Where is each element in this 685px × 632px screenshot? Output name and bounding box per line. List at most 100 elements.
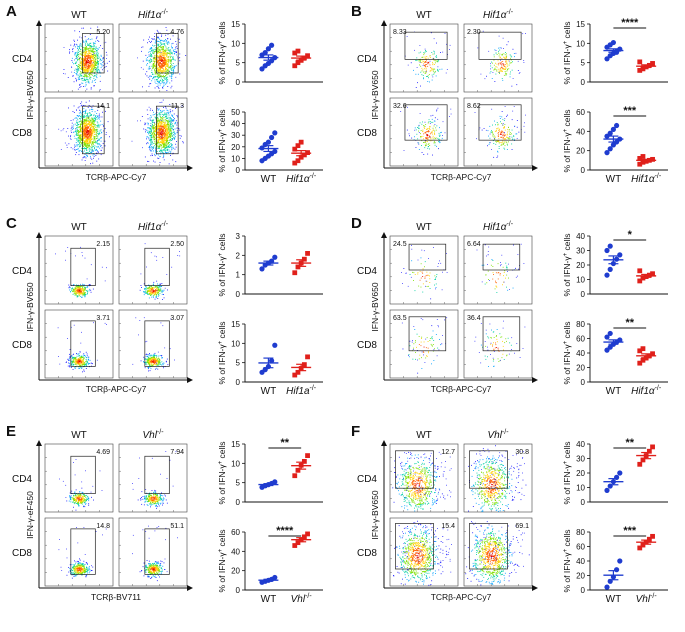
facs-F-cd8-ko-gate-percent: 69.1	[515, 523, 529, 530]
dotplot-E-cd4-significance: **	[280, 437, 289, 449]
dotplot-E-cd4-axes	[244, 444, 323, 503]
dotplot-A-cd8-ytick-label: 40	[231, 120, 240, 129]
dotplot-D-cd8-ytick-label: 60	[576, 335, 585, 344]
dotplot-A-cd8-wt-point	[272, 130, 278, 136]
dotplot-B-cd8-ko-point	[640, 159, 646, 165]
dotplot-D-cd8-ytick-label: 80	[576, 320, 585, 329]
y-axis-label: IFN-γ-eF450	[25, 491, 35, 539]
facs-A-cd8-ko-gate-percent: 11.3	[171, 103, 184, 110]
facs-B-cd4-ko-gate	[478, 31, 522, 60]
col-label-ko: Hif1α-/-	[138, 9, 169, 21]
dotplot-B-cd4: 0 5 10 15 **** % of IFN-γ+ cells	[562, 17, 668, 87]
facs-B-cd4-ko-frame	[463, 23, 533, 93]
dotplot-F-cd4-ko-point	[640, 457, 646, 463]
dotplot-A-cd4-ytick-label: 5	[236, 59, 241, 68]
dotplot-B-cd4-ko-point	[640, 66, 646, 72]
dotplot-D-cd8-ytick-label: 40	[576, 349, 585, 358]
facs-F-cd4-wt-events	[392, 451, 452, 512]
dotplot-D-cd8-wt-point	[617, 337, 623, 343]
facs-A-cd8-ko-events	[131, 99, 184, 165]
dotplot-C-cd8-wt-point	[272, 342, 278, 348]
dotplot-B-cd8-xlabel-wt: WT	[606, 174, 622, 185]
dotplot-E-cd8-ytick-label: 0	[236, 586, 241, 595]
panel-B: B WT Hif1α-/- CD4 8.33 2.30 CD8 32.6 8.62 IFN-γ-B…	[351, 3, 668, 185]
dotplot-D-cd4-ytick-label: 40	[576, 232, 585, 241]
col-label-wt: WT	[71, 222, 87, 233]
facs-C-cd8-wt-gate-percent: 3.71	[96, 315, 110, 322]
facs-D-cd4-wt-events	[401, 245, 448, 300]
facs-D-cd8-wt-frame	[389, 309, 459, 379]
facs-A-cd8-wt-gate	[82, 105, 105, 155]
dotplot-A-cd4-ko-point	[305, 53, 310, 59]
facs-C-cd4-wt-events	[55, 246, 107, 298]
facs-C-cd8-ko-gate	[144, 320, 170, 367]
facs-B-cd8-ko-gate-percent: 8.62	[467, 103, 481, 110]
dotplot-A-cd8-wt-point	[269, 134, 275, 141]
dotplot-D-cd8-axes	[589, 324, 668, 383]
dotplot-B-cd8-wt-point	[604, 150, 610, 156]
dotplot-B-cd4-ytick-label: 15	[576, 20, 585, 29]
x-axis-label: TCRβ-APC-Cy7	[431, 172, 492, 182]
dotplot-B-cd8-ko-point	[637, 161, 643, 167]
facs-D-cd8-ko-gate-percent: 36.4	[467, 315, 481, 322]
facs-B-cd8-ko-frame	[463, 97, 533, 167]
facs-F-cd8-wt-gate-percent: 15.4	[441, 523, 455, 530]
dotplot-B-cd8-wt-point	[610, 126, 617, 132]
panel-F: F WT Vhl-/- CD4 12.7 30.8 CD8 15.4 69.1 IFN-γ-BV6…	[351, 423, 668, 605]
row-label-cd4: CD4	[12, 54, 32, 65]
dotplot-C-cd4-wt-point	[259, 266, 265, 272]
facs-D-cd8-ko-events	[474, 320, 526, 367]
dotplot-A-cd4-ko-point	[295, 48, 301, 54]
dotplot-E-cd8-significance: ****	[276, 525, 294, 537]
facs-F-cd8-ko-events	[465, 521, 530, 586]
dotplot-C-cd8-ko-point	[305, 354, 310, 360]
y-axis-arrowhead	[36, 440, 42, 446]
dotplot-A-cd8-ko-point	[301, 152, 307, 158]
y-axis-label: IFN-γ-BV650	[370, 70, 380, 119]
dotplot-B-cd8: 0 20 40 60 *** % of IFN-γ+ cells WT Hif1α-/-	[562, 105, 668, 185]
facs-A-cd4-wt-gate	[82, 33, 105, 74]
dotplot-C-cd8-wt-point	[262, 367, 268, 373]
dotplot-C-cd4-axes	[244, 236, 323, 295]
dotplot-C-cd4-ko-point	[292, 270, 298, 276]
y-axis-arrowhead	[36, 20, 42, 26]
dotplot-E-cd8-ko-point	[292, 543, 298, 548]
dotplot-B-cd4-ytick-label: 5	[581, 59, 586, 68]
facs-B-cd4-wt-gate-percent: 8.33	[393, 29, 407, 36]
facs-C-cd4-wt: 2.15	[44, 235, 114, 305]
facs-D-cd4-wt-gate	[408, 243, 447, 271]
facs-F-cd4-wt-frame	[389, 443, 459, 513]
dotplot-C-cd8-ylabel: % of IFN-γ+ cells	[217, 321, 227, 384]
dotplot-B-cd4-ko-point	[650, 61, 655, 66]
dotplot-A-cd8-xlabel-wt: WT	[261, 174, 277, 185]
dotplot-F-cd4-significance: **	[625, 437, 634, 449]
row-label-cd4: CD4	[357, 474, 377, 485]
y-axis-arrowhead	[381, 232, 387, 238]
col-label-ko: Hif1α-/-	[483, 221, 514, 233]
dotplot-D-cd4-wt-point	[607, 243, 613, 249]
row-label-cd8: CD8	[357, 340, 377, 351]
dotplot-D-cd8-wt-point	[607, 330, 613, 337]
row-label-cd8: CD8	[357, 128, 377, 139]
facs-E-cd4-ko-gate-percent: 7.94	[170, 449, 184, 456]
dotplot-F-cd4-ko-point	[637, 461, 643, 467]
dotplot-F-cd8-ko-point	[646, 536, 652, 542]
facs-E-cd4-wt-gate	[70, 455, 96, 494]
col-label-wt: WT	[416, 430, 432, 441]
row-label-cd4: CD4	[357, 54, 377, 65]
dotplot-D-cd4-axes	[589, 236, 668, 295]
col-label-wt: WT	[71, 10, 87, 21]
panel-label-E: E	[6, 423, 16, 440]
dotplot-B-cd8-ko-point	[650, 156, 655, 162]
facs-F-cd4-ko-frame	[463, 443, 533, 513]
panel-label-B: B	[351, 3, 362, 20]
facs-A-cd8-wt-gate-percent: 14.1	[96, 103, 110, 110]
dotplot-B-cd8-axes	[589, 112, 668, 171]
facs-A-cd4-wt: 5.20	[44, 23, 114, 93]
dotplot-A-cd4-ko-point	[292, 50, 298, 56]
dotplot-F-cd8-wt-point	[604, 584, 610, 590]
facs-D-cd8-ko-frame	[463, 309, 533, 379]
facs-B-cd8-wt-events	[400, 106, 452, 156]
dotplot-E-cd8-xlabel-wt: WT	[261, 594, 277, 605]
dotplot-C-cd8-xlabel-ko: Hif1a-/-	[286, 385, 317, 397]
